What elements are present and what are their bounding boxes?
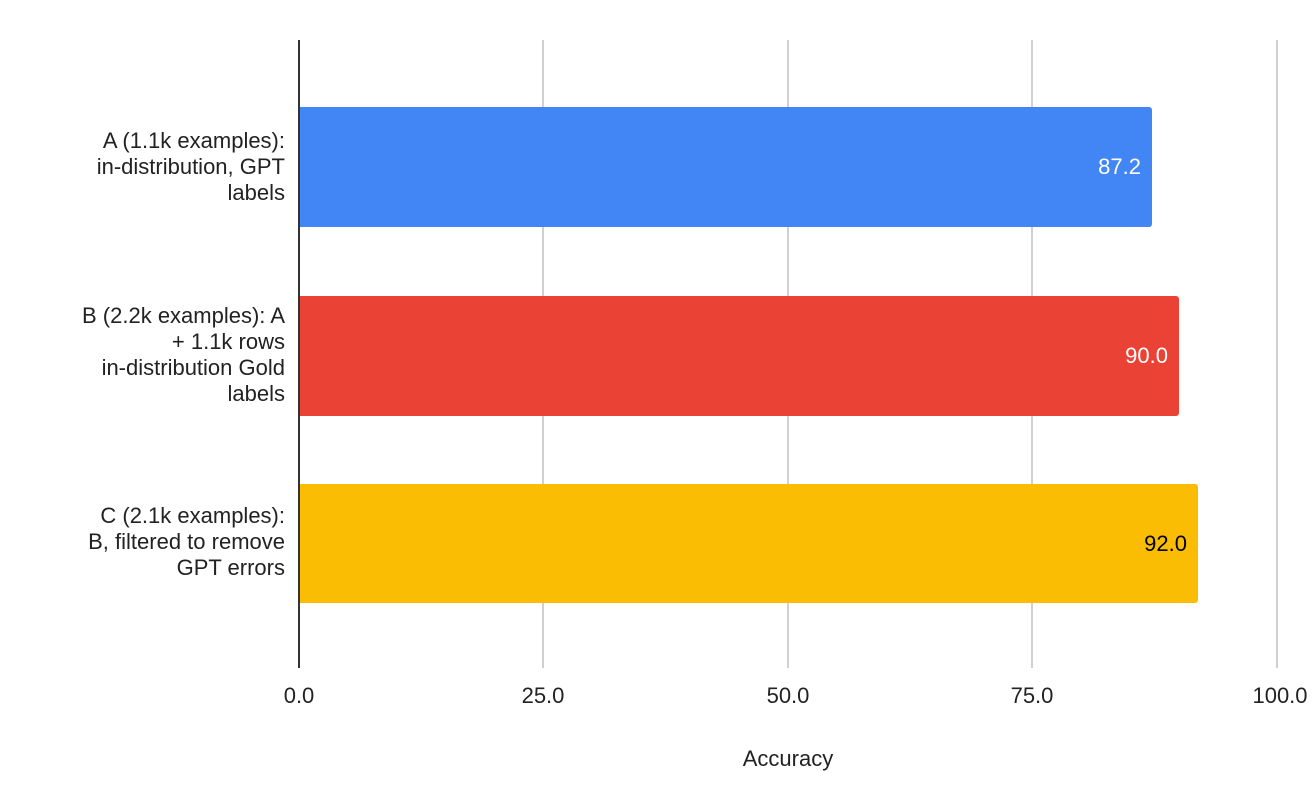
bar-value-label: 87.2 xyxy=(1098,154,1141,179)
bar-b: 90.0 xyxy=(299,296,1179,416)
gridline-100 xyxy=(1276,40,1278,668)
x-tick-label: 100.0 xyxy=(1252,683,1308,708)
x-tick-label: 25.0 xyxy=(521,683,565,708)
label-line: B (2.2k examples): A xyxy=(82,303,285,328)
bar-c: 92.0 xyxy=(299,484,1198,603)
x-tick-label: 75.0 xyxy=(1010,683,1054,708)
x-tick-label: 0.0 xyxy=(283,683,315,708)
label-line: A (1.1k examples): xyxy=(102,128,285,153)
label-line: in-distribution Gold xyxy=(101,355,285,380)
category-label-c: C (2.1k examples): B, filtered to remove… xyxy=(0,503,285,581)
bar-a: 87.2 xyxy=(299,107,1152,227)
label-line: in-distribution, GPT xyxy=(96,154,285,179)
category-label-b: B (2.2k examples): A + 1.1k rows in-dist… xyxy=(0,303,285,407)
category-label-a: A (1.1k examples): in-distribution, GPT … xyxy=(0,128,285,206)
label-line: C (2.1k examples): xyxy=(100,503,285,528)
label-line: labels xyxy=(227,381,285,406)
label-line: + 1.1k rows xyxy=(171,329,285,354)
x-axis-title: Accuracy xyxy=(742,746,834,771)
label-line: labels xyxy=(227,180,285,205)
bar-value-label: 92.0 xyxy=(1144,530,1187,556)
label-line: GPT errors xyxy=(176,555,285,580)
label-line: B, filtered to remove xyxy=(88,529,285,554)
bar-value-label: 90.0 xyxy=(1125,343,1168,368)
x-tick-label: 50.0 xyxy=(766,683,810,708)
y-axis-line xyxy=(298,40,300,668)
